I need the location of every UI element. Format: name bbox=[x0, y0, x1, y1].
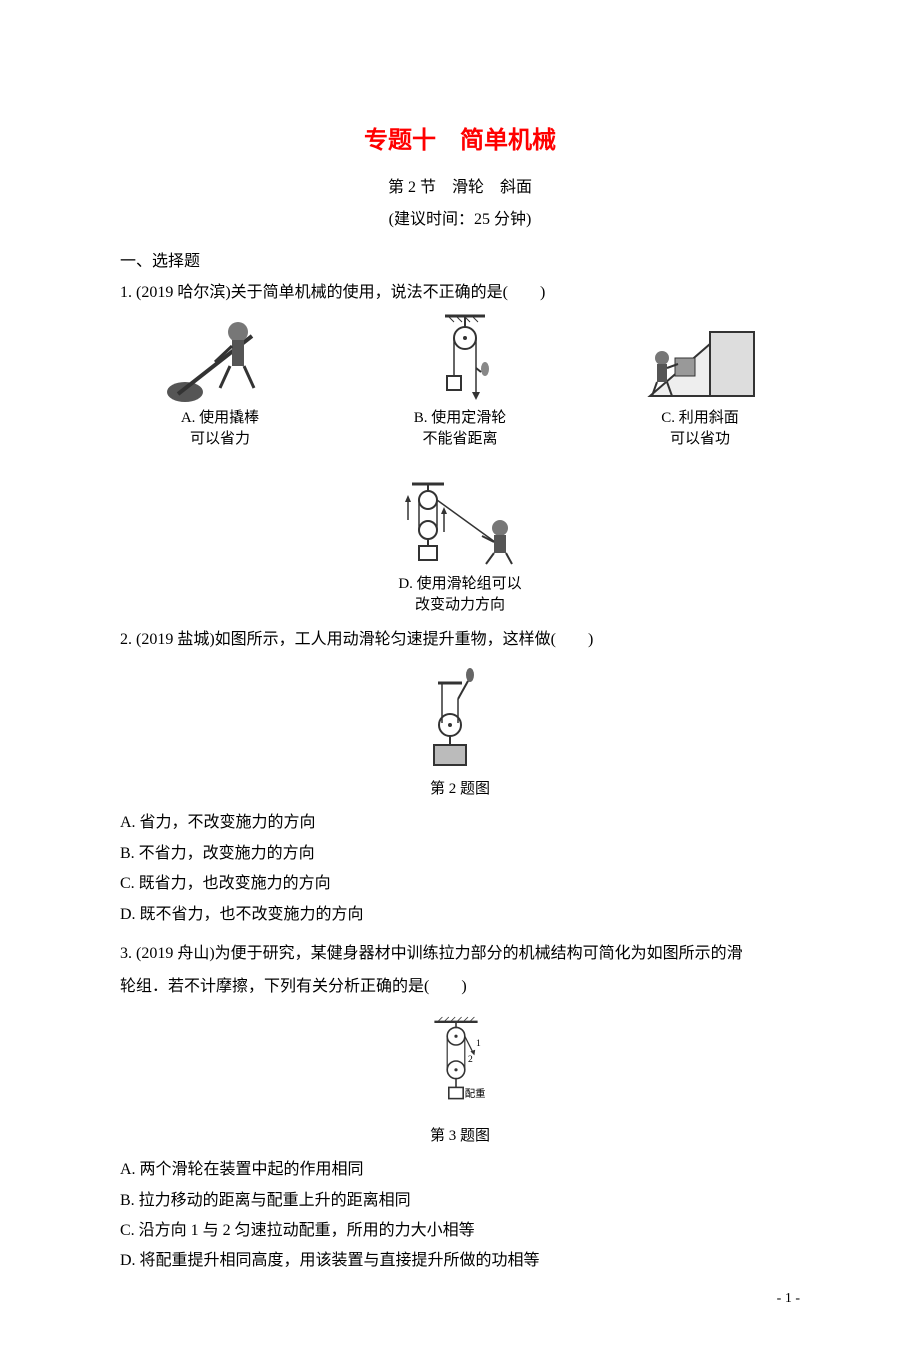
q1-a-sub: 可以省力 bbox=[190, 431, 250, 447]
q1-b-sub: 不能省距离 bbox=[422, 431, 497, 447]
q1-panel-d: D. 使用滑轮组可以 改变动力方向 bbox=[370, 480, 550, 616]
lever-icon bbox=[160, 314, 280, 404]
q1-c-sub: 可以省功 bbox=[670, 431, 730, 447]
q3-option-d: D. 将配重提升相同高度，用该装置与直接提升所做的功相等 bbox=[120, 1246, 800, 1276]
q1-d-label: D. 使用滑轮组可以 bbox=[398, 576, 521, 592]
q3-weight-label: 配重 bbox=[465, 1087, 486, 1100]
q1-panel-c: C. 利用斜面 可以省功 bbox=[610, 314, 790, 450]
pulley-system-icon: 1 2 配重 bbox=[420, 1010, 500, 1120]
q3-dir2-label: 2 bbox=[468, 1054, 473, 1065]
q3-stem-line1: 3. (2019 舟山)为便于研究，某健身器材中训练拉力部分的机械结构可简化为如… bbox=[120, 940, 800, 967]
page-number: - 1 - bbox=[777, 1291, 800, 1307]
q1-b-label: B. 使用定滑轮 bbox=[414, 410, 507, 426]
q1-a-label: A. 使用撬棒 bbox=[181, 410, 259, 426]
q2-figure: 第 2 题图 bbox=[120, 663, 800, 798]
incline-icon bbox=[640, 314, 760, 404]
q2-option-d: D. 既不省力，也不改变施力的方向 bbox=[120, 900, 800, 930]
q3-option-a: A. 两个滑轮在装置中起的作用相同 bbox=[120, 1155, 800, 1185]
q3-figure: 1 2 配重 第 3 题图 bbox=[120, 1010, 800, 1145]
q1-d-sub: 改变动力方向 bbox=[415, 597, 505, 613]
q2-stem: 2. (2019 盐城)如图所示，工人用动滑轮匀速提升重物，这样做( ) bbox=[120, 626, 800, 653]
section-heading: 一、选择题 bbox=[120, 247, 800, 271]
q1-figure-grid: A. 使用撬棒 可以省力 B. 使用定滑轮 不能省距离 bbox=[120, 314, 800, 616]
q2-option-b: B. 不省力，改变施力的方向 bbox=[120, 839, 800, 869]
q3-option-c: C. 沿方向 1 与 2 匀速拉动配重，所用的力大小相等 bbox=[120, 1216, 800, 1246]
q2-option-a: A. 省力，不改变施力的方向 bbox=[120, 808, 800, 838]
q1-panel-b: B. 使用定滑轮 不能省距离 bbox=[370, 314, 550, 450]
q2-options: A. 省力，不改变施力的方向 B. 不省力，改变施力的方向 C. 既省力，也改变… bbox=[120, 808, 800, 930]
q3-options: A. 两个滑轮在装置中起的作用相同 B. 拉力移动的距离与配重上升的距离相同 C… bbox=[120, 1155, 800, 1277]
q3-fig-caption: 第 3 题图 bbox=[430, 1124, 490, 1145]
pulley-group-icon bbox=[400, 480, 520, 570]
q1-c-label: C. 利用斜面 bbox=[661, 410, 739, 426]
fixed-pulley-icon bbox=[400, 314, 520, 404]
time-suggestion: (建议时间：25 分钟) bbox=[120, 205, 800, 229]
q3-dir1-label: 1 bbox=[476, 1038, 481, 1049]
page-title: 专题十 简单机械 bbox=[120, 120, 800, 155]
q1-stem: 1. (2019 哈尔滨)关于简单机械的使用，说法不正确的是( ) bbox=[120, 279, 800, 306]
subtitle: 第 2 节 滑轮 斜面 bbox=[120, 173, 800, 197]
q1-panel-a: A. 使用撬棒 可以省力 bbox=[130, 314, 310, 450]
q3-stem-line2: 轮组．若不计摩擦，下列有关分析正确的是( ) bbox=[120, 973, 800, 1000]
movable-pulley-icon bbox=[420, 663, 500, 773]
q2-fig-caption: 第 2 题图 bbox=[430, 777, 490, 798]
q2-option-c: C. 既省力，也改变施力的方向 bbox=[120, 869, 800, 899]
q3-option-b: B. 拉力移动的距离与配重上升的距离相同 bbox=[120, 1186, 800, 1216]
